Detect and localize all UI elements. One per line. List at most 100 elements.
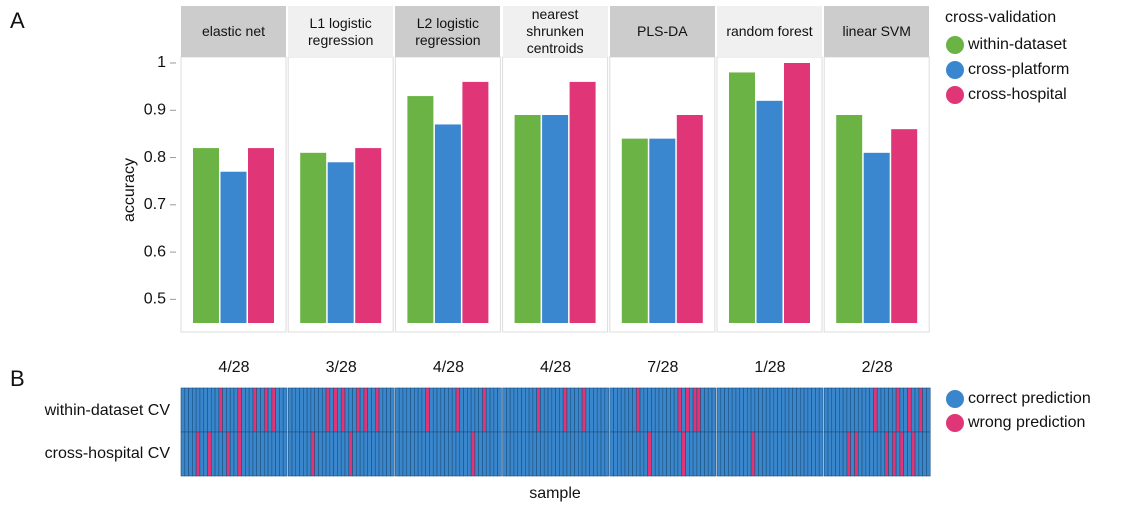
cell <box>222 387 227 433</box>
cell <box>658 431 664 477</box>
cell <box>731 387 737 433</box>
cell <box>410 431 415 477</box>
bar <box>327 162 354 323</box>
cell <box>248 387 254 433</box>
cell <box>754 387 759 433</box>
cell <box>639 431 645 477</box>
cell <box>685 387 690 433</box>
cell <box>506 431 511 477</box>
cell <box>850 431 855 477</box>
cell <box>203 387 208 433</box>
cell <box>620 387 626 433</box>
cell <box>842 387 848 433</box>
cell <box>340 387 346 433</box>
cell <box>398 387 404 433</box>
panel-frame <box>180 56 287 333</box>
cell <box>907 387 912 433</box>
cell <box>857 431 863 477</box>
cell <box>624 431 630 477</box>
cell <box>474 431 479 477</box>
cell <box>256 387 261 433</box>
cell <box>489 387 495 433</box>
cell <box>241 431 246 477</box>
cell <box>589 431 594 477</box>
y-tick-label: 0.8 <box>144 149 166 166</box>
cell <box>451 431 457 477</box>
cell <box>180 431 186 477</box>
cell <box>635 387 641 433</box>
cell <box>574 431 579 477</box>
cell <box>513 431 519 477</box>
cell <box>359 387 365 433</box>
cell <box>846 431 852 477</box>
cell <box>429 387 434 433</box>
cell <box>831 431 836 477</box>
legend-marker <box>946 36 964 54</box>
cell <box>773 431 778 477</box>
cell <box>287 431 293 477</box>
cell <box>807 387 812 433</box>
cell <box>922 431 927 477</box>
cell <box>493 387 498 433</box>
cell <box>711 431 717 477</box>
cell <box>839 431 844 477</box>
cell <box>547 431 553 477</box>
cell <box>811 387 816 433</box>
bar <box>542 115 569 323</box>
panel-header: L2 logistic regression <box>395 6 501 57</box>
cell <box>199 431 205 477</box>
column-label: 2/28 <box>862 359 893 376</box>
cell <box>229 387 235 433</box>
cell <box>374 387 380 433</box>
cell <box>926 387 931 433</box>
cell <box>758 431 763 477</box>
cell <box>895 431 901 477</box>
cell <box>188 387 193 433</box>
cell <box>604 387 609 433</box>
cell <box>555 387 560 433</box>
cell <box>218 387 223 433</box>
cell <box>781 431 786 477</box>
cell <box>463 431 468 477</box>
cell <box>547 387 553 433</box>
panel-frame <box>287 56 394 333</box>
legend-marker <box>946 390 964 408</box>
cell <box>754 431 759 477</box>
cell <box>861 387 867 433</box>
cell <box>263 431 269 477</box>
cell <box>700 431 705 477</box>
cell <box>585 387 590 433</box>
cell <box>685 431 690 477</box>
bar <box>569 81 596 323</box>
bar <box>784 63 810 323</box>
cell <box>739 387 744 433</box>
cell <box>589 387 594 433</box>
cell <box>604 431 609 477</box>
cell <box>374 431 380 477</box>
cell <box>340 431 346 477</box>
cell <box>739 431 744 477</box>
cell <box>654 431 660 477</box>
cell <box>543 431 549 477</box>
cell <box>823 431 829 477</box>
cell <box>617 387 622 433</box>
cell <box>639 387 645 433</box>
cell <box>807 431 812 477</box>
cell <box>692 387 698 433</box>
cell <box>233 387 239 433</box>
cell <box>386 387 391 433</box>
cell <box>188 431 193 477</box>
cell <box>762 431 767 477</box>
cell <box>344 431 350 477</box>
cell <box>448 431 453 477</box>
cell <box>352 387 357 433</box>
cell <box>299 431 304 477</box>
cell <box>344 387 350 433</box>
panel-frame <box>823 56 930 333</box>
y-tick-label: 0.9 <box>144 101 166 118</box>
bar <box>193 148 219 323</box>
cell <box>566 431 572 477</box>
cell <box>333 431 338 477</box>
cell <box>455 431 461 477</box>
